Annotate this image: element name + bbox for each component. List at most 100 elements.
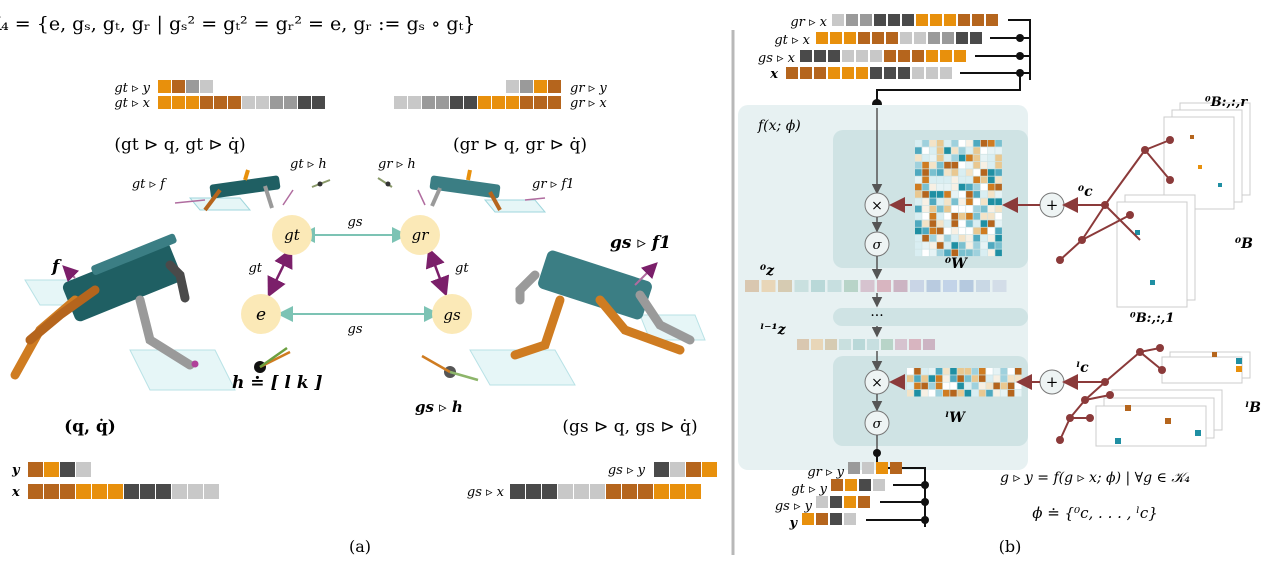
- bar-gs-x-cell: [670, 484, 685, 499]
- W0-cell: [980, 191, 988, 198]
- bar-x-cell: [28, 484, 43, 499]
- basis-Bl: [1095, 351, 1251, 447]
- input-cell: [898, 67, 910, 79]
- edge-label-e-gt: gt: [248, 261, 262, 276]
- bar-y: y: [11, 462, 91, 478]
- node-gt-label: gt: [284, 226, 301, 244]
- bar-gt-x-cell: [200, 96, 213, 109]
- caption-a: (a): [349, 537, 371, 556]
- W0-cell: [980, 183, 988, 191]
- force-gt-f: gt ▹ f: [132, 177, 167, 192]
- bar-label-y: y: [11, 463, 21, 478]
- W0-cell: [966, 227, 973, 235]
- B0-label: ⁰B: [1235, 236, 1253, 252]
- bar-x-cell: [76, 484, 91, 499]
- W0-cell: [944, 242, 951, 249]
- W0-cell: [922, 176, 929, 184]
- Wl-cell: [979, 382, 986, 390]
- W0-cell: [944, 176, 951, 184]
- W0-cell: [988, 147, 995, 154]
- bar-gr-x-cell: [408, 96, 421, 109]
- W0-cell: [988, 161, 995, 169]
- W0-cell: [995, 191, 1002, 198]
- input-cell: [884, 67, 896, 79]
- h-vector: [254, 346, 291, 373]
- bar-gs-x-cell: [558, 484, 573, 499]
- cl-label: ˡc: [1076, 360, 1089, 376]
- z0-cell: [926, 280, 941, 292]
- Wl-cell: [1000, 368, 1008, 375]
- W0-cell: [973, 169, 980, 176]
- Wl-cell: [971, 368, 979, 375]
- robot-gt-small: [174, 169, 294, 212]
- W0-cell: [973, 198, 980, 205]
- node-gr-label: gr: [412, 226, 430, 244]
- W0-cell: [936, 234, 944, 242]
- W0-cell: [922, 161, 929, 169]
- W0-cell: [973, 147, 980, 154]
- bar-gr-x-cell: [464, 96, 477, 109]
- W0-cell: [944, 198, 951, 205]
- state-gt: (gt ⊳ q, gt ⊳ q̇): [114, 135, 245, 155]
- basis-B0: [1116, 102, 1251, 308]
- input-cell: [954, 50, 966, 62]
- W0-cell: [951, 183, 959, 191]
- W0-cell: [951, 249, 959, 257]
- W0-cell: [988, 213, 995, 220]
- W0-cell: [929, 220, 937, 227]
- input-cell: [856, 50, 868, 62]
- h-gs-vector: [421, 354, 479, 382]
- output-cell: [830, 496, 842, 508]
- bar-x-cell: [60, 484, 75, 499]
- zl-cell: [867, 339, 879, 350]
- W0-cell: [988, 169, 995, 176]
- W0-cell: [973, 205, 980, 213]
- Wl-cell: [914, 382, 921, 390]
- input-cell: [916, 14, 928, 26]
- bar-gt-x-cell: [256, 96, 269, 109]
- bar-gt-x-cell: [298, 96, 311, 109]
- W0-cell: [966, 234, 973, 242]
- bar-gr-x-cell: [422, 96, 435, 109]
- W0-cell: [944, 234, 951, 242]
- W0-cell: [922, 198, 929, 205]
- Wl-cell: [907, 389, 914, 397]
- plus-op-l-label: +: [1046, 373, 1059, 391]
- zl-cell: [825, 339, 837, 350]
- W0-cell: [980, 234, 988, 242]
- W0-cell: [966, 191, 973, 198]
- bar-x-cell: [92, 484, 107, 499]
- Wl-cell: [993, 382, 1000, 390]
- W0-cell: [958, 147, 966, 154]
- Wl-cell: [1007, 389, 1015, 397]
- force-gr-f1: gr ▹ f1: [532, 177, 574, 192]
- W0-cell: [958, 183, 966, 191]
- h-gr: gr ▹ h: [378, 157, 416, 172]
- W0-cell: [995, 140, 1002, 147]
- W0-cell: [973, 242, 980, 249]
- W0-cell: [995, 213, 1002, 220]
- input-cell: [972, 14, 984, 26]
- W0-cell: [915, 242, 922, 249]
- W0-cell: [936, 183, 944, 191]
- W0-cell: [944, 191, 951, 198]
- bar-gs-x-cell: [622, 484, 637, 499]
- input-cell: [814, 67, 826, 79]
- zl-cell: [853, 339, 865, 350]
- zl-cell: [811, 339, 823, 350]
- W0-cell: [929, 249, 937, 257]
- node-e-label: e: [256, 305, 266, 325]
- W0-cell: [944, 213, 951, 220]
- input-cell: [844, 32, 856, 44]
- W0-cell: [915, 234, 922, 242]
- network-label: f(x; ϕ): [757, 118, 801, 134]
- node-gs-label: gs: [443, 306, 461, 324]
- Wl-cell: [907, 382, 914, 390]
- W0-cell: [988, 183, 995, 191]
- input-cell: [830, 32, 842, 44]
- W0-cell: [980, 147, 988, 154]
- W0-cell: [958, 198, 966, 205]
- output-cell: [831, 479, 843, 491]
- W0-cell: [988, 205, 995, 213]
